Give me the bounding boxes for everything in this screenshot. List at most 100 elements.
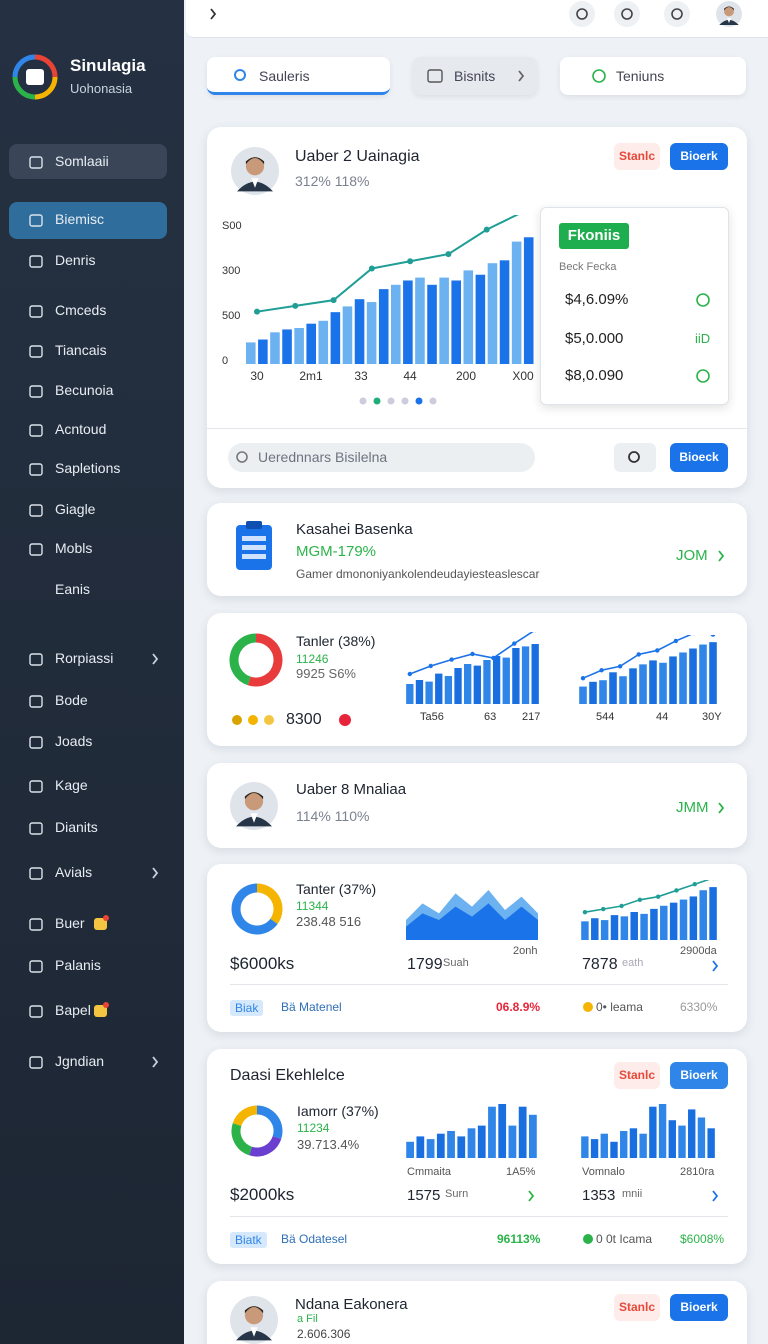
nav-item[interactable]: Buer xyxy=(55,915,85,932)
chevron xyxy=(152,1056,159,1068)
nav-item[interactable]: Giagle xyxy=(55,501,96,518)
donut-chart xyxy=(231,883,283,935)
bar xyxy=(342,306,353,364)
nav-icon-shape xyxy=(29,305,43,318)
nav-icon xyxy=(29,867,43,880)
search-button[interactable] xyxy=(663,0,691,28)
nav-item[interactable]: Bode xyxy=(55,692,88,709)
nav-icon xyxy=(29,822,43,835)
bar xyxy=(258,339,268,364)
nav-item[interactable]: Joads xyxy=(55,733,93,750)
bar xyxy=(508,1125,517,1158)
x-axis-label: 33 xyxy=(354,368,368,383)
footer-badge: Biak xyxy=(230,999,264,1016)
bar xyxy=(591,918,599,940)
dot-shape xyxy=(583,1002,593,1012)
nav-icon-shape xyxy=(29,504,43,517)
nav-item[interactable]: Palanis xyxy=(55,957,101,974)
badge-dot xyxy=(103,915,109,921)
card-stats: 312% 118% xyxy=(295,173,370,190)
nav-icon xyxy=(29,1005,43,1018)
dot-shape xyxy=(583,1234,593,1244)
nav-item[interactable]: Denris xyxy=(55,252,96,269)
bar xyxy=(487,263,498,364)
trend-point xyxy=(674,888,679,893)
bar xyxy=(629,668,637,704)
nav-item[interactable]: Dianits xyxy=(55,819,98,836)
chevron xyxy=(718,802,725,814)
bar xyxy=(589,681,597,704)
clipboard-icon xyxy=(236,521,272,570)
bar xyxy=(270,332,280,364)
nav-item[interactable]: Rorpiassi xyxy=(55,650,114,667)
tab[interactable] xyxy=(207,57,390,95)
nav-item[interactable]: Acntoud xyxy=(55,421,107,438)
bar xyxy=(639,1133,647,1158)
avatar-hair xyxy=(244,792,264,800)
x-axis-label: 200 xyxy=(455,368,477,383)
nav-item[interactable]: Mobls xyxy=(55,540,93,557)
pagination xyxy=(359,397,437,405)
avatar-hair xyxy=(724,6,734,11)
nav-item[interactable]: Biemisc xyxy=(55,211,105,228)
trend-line xyxy=(584,880,710,914)
bar xyxy=(512,648,520,704)
avatar xyxy=(716,1,742,27)
more-button[interactable] xyxy=(613,0,641,28)
button-label: Stanlc xyxy=(618,1068,655,1082)
nav-item[interactable]: Kage xyxy=(55,777,88,794)
search-field[interactable] xyxy=(228,443,535,472)
nav-icon-shape xyxy=(29,736,43,749)
nav-item[interactable]: Eanis xyxy=(55,581,91,598)
card xyxy=(207,763,747,848)
nav-icon xyxy=(29,255,43,268)
nav-item[interactable]: Somlaaii xyxy=(55,153,109,170)
bar xyxy=(600,1133,608,1158)
bar xyxy=(709,887,717,940)
nav-icon-shape xyxy=(29,867,43,880)
search-icon-button[interactable] xyxy=(614,443,656,472)
tab[interactable] xyxy=(560,57,746,95)
icon-glyph xyxy=(671,8,683,20)
tab[interactable] xyxy=(413,57,537,95)
nav-item[interactable]: Avials xyxy=(55,864,93,881)
bar-chart xyxy=(246,215,534,364)
page-dot xyxy=(359,397,367,405)
chevron xyxy=(528,1190,535,1202)
bar xyxy=(426,1139,435,1158)
button-label: Bioerk xyxy=(680,1300,718,1314)
brand-logo xyxy=(12,54,58,100)
button[interactable]: Bioerk xyxy=(670,1062,728,1089)
button[interactable]: Bioerk xyxy=(670,1294,728,1321)
chart-label: 1A5% xyxy=(506,1166,536,1179)
nav-icon xyxy=(29,653,43,666)
button[interactable]: Bioeck xyxy=(670,443,728,472)
nav-item[interactable]: Cmceds xyxy=(55,302,107,319)
chevron xyxy=(152,867,159,879)
bar xyxy=(609,672,617,704)
logo-arc xyxy=(34,54,58,78)
nav-item[interactable]: Jgndian xyxy=(55,1053,105,1070)
button[interactable]: Stanlc xyxy=(614,1062,660,1089)
mini-chart xyxy=(581,1104,715,1158)
status-dot xyxy=(232,715,242,725)
button[interactable]: Stanlc xyxy=(614,1294,660,1321)
history-button[interactable] xyxy=(568,0,596,28)
icon-glyph xyxy=(696,369,710,383)
card-title: Daasi Ekehlelce xyxy=(230,1067,345,1085)
chevron-path xyxy=(152,867,159,879)
nav-item[interactable]: Becunoia xyxy=(55,382,114,399)
nav-item[interactable]: Bapel xyxy=(55,1002,91,1019)
card xyxy=(207,864,747,1032)
footer-stat: 06.8.9% xyxy=(496,999,541,1014)
nav-icon-shape xyxy=(29,1005,43,1018)
trend-point xyxy=(582,910,588,915)
nav-item[interactable]: Sapletions xyxy=(55,460,121,477)
nav-icon-shape xyxy=(29,385,43,398)
button[interactable]: Stanlc xyxy=(614,143,660,170)
button[interactable]: Bioerk xyxy=(670,143,728,170)
bar xyxy=(464,664,472,704)
nav-item[interactable]: Tiancais xyxy=(55,342,107,359)
card-title: Kasahei Basenka xyxy=(296,520,413,538)
nav-icon xyxy=(29,156,43,169)
